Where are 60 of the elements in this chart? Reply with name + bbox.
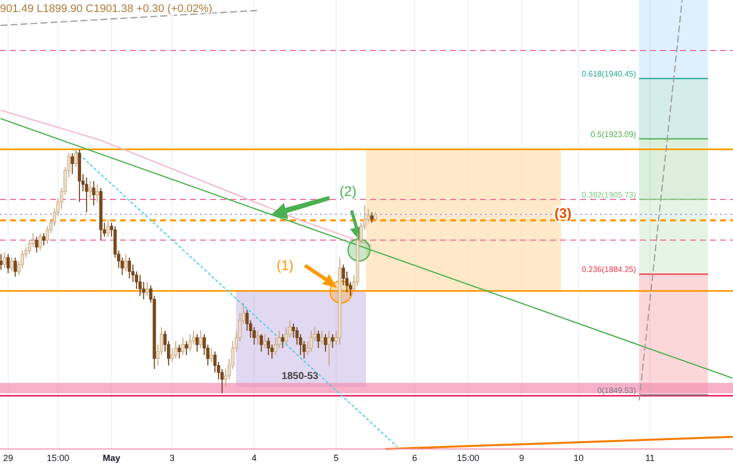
- candlestick: [128, 257, 131, 279]
- band-label: 1850-53: [282, 370, 319, 382]
- candlestick: [138, 274, 142, 296]
- candlestick: [92, 180, 96, 206]
- candlestick: [310, 330, 313, 352]
- annotation: (3): [554, 205, 572, 221]
- x-tick-label: 9: [519, 453, 524, 463]
- ref-line-label: 0.618(1940.45): [582, 69, 636, 78]
- candlestick: [370, 212, 374, 224]
- candlestick: [184, 340, 188, 356]
- ref-line-label: 0.382(1905.73): [582, 190, 636, 200]
- candlestick: [146, 281, 149, 296]
- x-tick-label: 10: [574, 453, 584, 463]
- candlestick: [0, 254, 3, 270]
- candlestick: [260, 334, 263, 352]
- candlestick: [256, 330, 260, 346]
- candlestick: [324, 334, 328, 352]
- candlestick: [96, 184, 99, 202]
- annotation: (1): [276, 257, 294, 273]
- candlestick: [199, 330, 202, 349]
- x-tick-label: 15:00: [46, 453, 70, 463]
- candlestick: [210, 348, 213, 362]
- candlestick: [10, 257, 14, 272]
- candlestick: [263, 334, 266, 349]
- candlestick: [266, 337, 270, 356]
- candlestick: [327, 330, 331, 366]
- annotation: 901.49 L1899.90 C1901.38 +0.30 (+0.02%): [0, 3, 212, 15]
- annotation: (2): [339, 183, 357, 199]
- candlestick: [316, 330, 320, 349]
- candlestick: [42, 232, 46, 246]
- candlestick: [331, 334, 334, 349]
- x-tick-label: 29: [3, 453, 14, 463]
- candlestick: [35, 236, 38, 253]
- candlestick: [196, 334, 199, 352]
- candlestick: [84, 177, 88, 213]
- candlestick: [88, 180, 92, 199]
- candlestick: [74, 149, 78, 168]
- candlestick: [181, 337, 184, 356]
- x-tick-label: 4: [252, 453, 257, 463]
- ref-line-label: 0.236(1884.25): [582, 265, 636, 274]
- candlestick: [188, 334, 192, 352]
- x-tick-label: 15:00: [456, 453, 480, 463]
- candlestick: [70, 152, 74, 175]
- x-tick-label: May: [102, 453, 120, 463]
- candlestick: [38, 232, 42, 252]
- candlestick: [6, 254, 10, 274]
- candlestick: [174, 340, 178, 360]
- ref-line-label: 0(1849.53): [597, 386, 636, 395]
- candlestick: [281, 334, 284, 349]
- candlestick: [14, 257, 17, 278]
- x-tick-label: 6: [412, 453, 418, 463]
- ref-line-label: 0.5(1923.09): [590, 130, 636, 139]
- candlestick: [106, 218, 110, 238]
- candlestick: [178, 344, 181, 360]
- candlestick: [124, 254, 128, 272]
- x-tick-label: 3: [170, 453, 175, 463]
- candlestick: [320, 330, 324, 346]
- x-tick-label: 11: [645, 453, 655, 463]
- candlestick: [2, 252, 6, 269]
- x-tick-label: 5: [334, 453, 339, 463]
